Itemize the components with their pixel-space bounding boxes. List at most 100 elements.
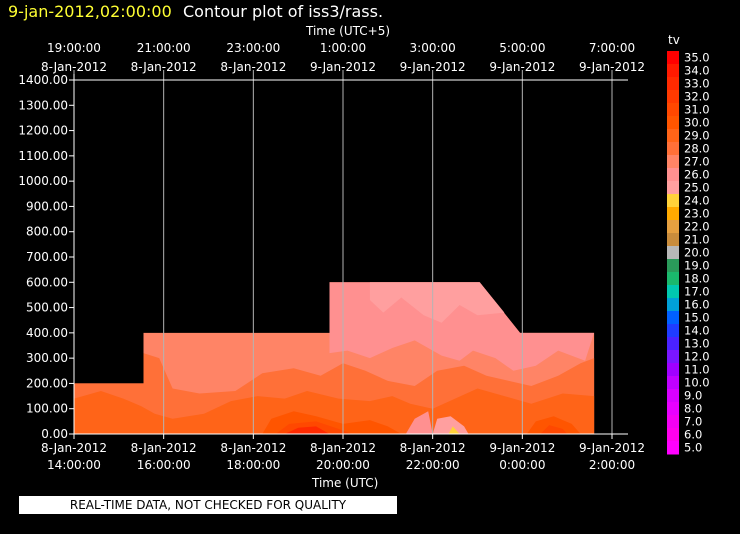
colorbar-swatch-10 [667, 181, 679, 195]
colorbar-value-9: 26.0 [684, 168, 710, 182]
colorbar-swatch-28 [667, 415, 679, 429]
x-top-tick-time-5: 5:00:00 [499, 41, 545, 55]
contour-region-8 [284, 426, 330, 434]
x-top-tick-date-6: 9-Jan-2012 [579, 60, 645, 74]
contour-region-1 [329, 282, 595, 371]
colorbar-value-30: 5.0 [684, 441, 702, 455]
y-tick-label-4: 400.00 [26, 326, 68, 340]
colorbar-value-10: 25.0 [684, 181, 710, 195]
colorbar-swatch-8 [667, 155, 679, 169]
colorbar-value-14: 21.0 [684, 233, 710, 247]
y-tick-label-7: 700.00 [26, 250, 68, 264]
x-bottom-tick-date-4: 8-Jan-2012 [400, 441, 466, 455]
colorbar-value-22: 13.0 [684, 337, 710, 351]
colorbar-value-7: 28.0 [684, 142, 710, 156]
quality-disclaimer: REAL-TIME DATA, NOT CHECKED FOR QUALITY [19, 496, 397, 514]
x-bottom-tick-date-1: 8-Jan-2012 [131, 441, 197, 455]
chart-title: Contour plot of iss3/rass. [183, 2, 384, 21]
y-tick-label-9: 900.00 [26, 199, 68, 213]
bottom-axis-title: Time (UTC) [312, 476, 379, 490]
x-bottom-tick-date-0: 8-Jan-2012 [41, 441, 107, 455]
colorbar-value-11: 24.0 [684, 194, 710, 208]
colorbar-value-3: 32.0 [684, 90, 710, 104]
y-axis-ticks: 0.00 100.00 200.00 300.00 400.00 500.00 600.00… [18, 73, 74, 441]
contour-region-6 [526, 416, 581, 434]
colorbar-swatch-24 [667, 363, 679, 377]
y-tick-label-6: 600.00 [26, 275, 68, 289]
y-tick-label-12: 1200.00 [18, 124, 68, 138]
colorbar-value-20: 15.0 [684, 311, 710, 325]
x-axis-bottom-ticks: 8-Jan-2012 14:00:00 8-Jan-2012 16:00:00 8-Ja… [41, 434, 645, 472]
colorbar-value-21: 14.0 [684, 324, 710, 338]
colorbar-swatch-26 [667, 389, 679, 403]
colorbar-swatch-27 [667, 402, 679, 416]
colorbar-swatch-15 [667, 246, 679, 260]
contour-region-2 [369, 282, 505, 323]
colorbar-swatch-14 [667, 233, 679, 247]
colorbar-swatch-20 [667, 311, 679, 325]
y-tick-label-8: 800.00 [26, 225, 68, 239]
colorbar-value-12: 23.0 [684, 207, 710, 221]
colorbar-swatch-13 [667, 220, 679, 234]
y-tick-label-2: 200.00 [26, 376, 68, 390]
timestamp-title: 9-jan-2012,02:00:00 [8, 2, 172, 21]
colorbar-swatch-9 [667, 168, 679, 182]
colorbar-value-25: 10.0 [684, 376, 710, 390]
colorbar-value-28: 7.0 [684, 415, 702, 429]
colorbar-swatch-25 [667, 376, 679, 390]
colorbar-swatch-17 [667, 272, 679, 286]
colorbar-value-1: 34.0 [684, 64, 710, 78]
colorbar-value-27: 8.0 [684, 402, 702, 416]
colorbar-swatch-22 [667, 337, 679, 351]
x-axis-top-ticks: 19:00:00 8-Jan-2012 21:00:00 8-Jan-2012 23:0… [41, 41, 645, 74]
y-tick-label-10: 1000.00 [18, 174, 68, 188]
x-bottom-tick-date-2: 8-Jan-2012 [220, 441, 286, 455]
x-top-tick-date-3: 9-Jan-2012 [310, 60, 376, 74]
colorbar-value-29: 6.0 [684, 428, 702, 442]
colorbar-swatch-11 [667, 194, 679, 208]
colorbar-swatch-1 [667, 64, 679, 78]
colorbar-value-23: 12.0 [684, 350, 710, 364]
colorbar-swatch-18 [667, 285, 679, 299]
contour-region-11 [448, 426, 460, 434]
colorbar-value-15: 20.0 [684, 246, 710, 260]
x-bottom-tick-time-0: 14:00:00 [47, 458, 101, 472]
colorbar-value-6: 29.0 [684, 129, 710, 143]
y-tick-label-13: 1300.00 [18, 98, 68, 112]
x-bottom-tick-time-6: 2:00:00 [589, 458, 635, 472]
colorbar-swatch-2 [667, 77, 679, 91]
contour-region-9 [540, 425, 568, 434]
x-top-tick-time-1: 21:00:00 [137, 41, 191, 55]
colorbar-swatch-30 [667, 441, 679, 455]
y-tick-label-0: 0.00 [41, 427, 68, 441]
x-bottom-tick-date-6: 9-Jan-2012 [579, 441, 645, 455]
x-bottom-tick-time-3: 20:00:00 [316, 458, 370, 472]
x-bottom-tick-time-2: 18:00:00 [226, 458, 280, 472]
colorbar-value-8: 27.0 [684, 155, 710, 169]
x-top-tick-date-0: 8-Jan-2012 [41, 60, 107, 74]
x-top-tick-date-5: 9-Jan-2012 [489, 60, 555, 74]
top-axis-title: Time (UTC+5) [306, 24, 391, 38]
x-bottom-tick-date-5: 9-Jan-2012 [489, 441, 555, 455]
contour-region-12 [405, 411, 433, 434]
x-bottom-tick-time-1: 16:00:00 [137, 458, 191, 472]
x-top-tick-time-0: 19:00:00 [47, 41, 101, 55]
y-tick-label-1: 100.00 [26, 402, 68, 416]
colorbar-value-5: 30.0 [684, 116, 710, 130]
axes [73, 74, 628, 438]
colorbar-value-26: 9.0 [684, 389, 702, 403]
colorbar-swatch-16 [667, 259, 679, 273]
x-top-tick-time-3: 1:00:00 [320, 41, 366, 55]
colorbar-swatch-0 [667, 51, 679, 65]
colorbar-value-4: 31.0 [684, 103, 710, 117]
colorbar-swatch-3 [667, 90, 679, 104]
colorbar-value-2: 33.0 [684, 77, 710, 91]
y-tick-label-11: 1100.00 [18, 149, 68, 163]
contour-region-4 [74, 388, 595, 434]
x-top-tick-date-1: 8-Jan-2012 [131, 60, 197, 74]
colorbar-value-17: 18.0 [684, 272, 710, 286]
colorbar-value-18: 17.0 [684, 285, 710, 299]
y-tick-label-14: 1400.00 [18, 73, 68, 87]
y-tick-label-5: 500.00 [26, 301, 68, 315]
x-top-tick-date-4: 9-Jan-2012 [400, 60, 466, 74]
